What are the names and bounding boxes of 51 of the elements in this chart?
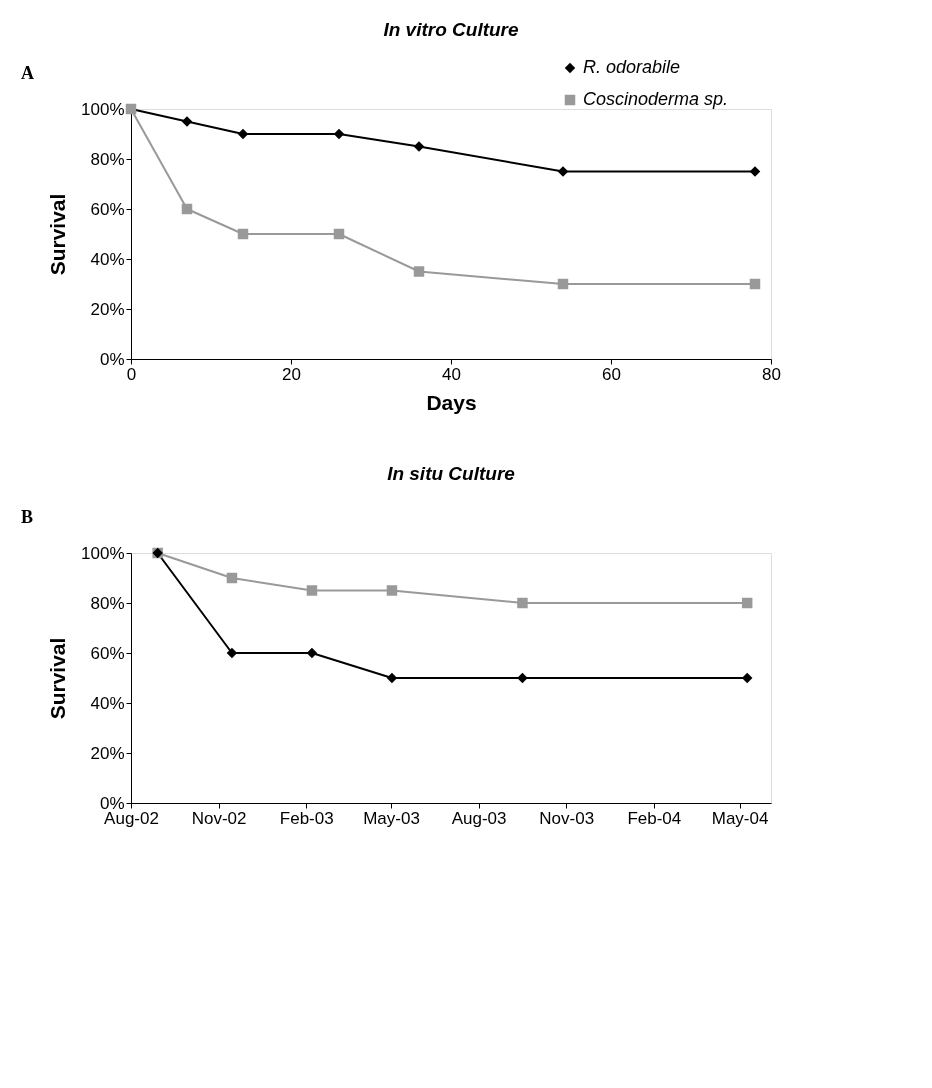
chart-title: In vitro Culture — [383, 19, 519, 40]
point — [237, 228, 249, 240]
x-tick-label: 60 — [602, 364, 621, 384]
x-tick-label: Aug-03 — [451, 808, 507, 828]
point — [517, 672, 528, 684]
y-tick-label: 40% — [90, 249, 125, 269]
y-tick-label: 100% — [81, 543, 125, 563]
point — [386, 585, 398, 596]
point — [517, 597, 528, 609]
x-tick-label: 80 — [762, 364, 781, 384]
point — [306, 585, 318, 596]
x-tick-label: May-04 — [711, 808, 769, 828]
point — [181, 116, 193, 127]
x-tick-label: 0 — [126, 364, 137, 384]
y-tick-label: 60% — [90, 199, 125, 219]
point — [181, 203, 193, 215]
text: B — [21, 507, 34, 527]
point — [226, 572, 238, 584]
chart-title: In situ Culture — [387, 463, 516, 484]
point — [333, 228, 345, 240]
point — [333, 128, 345, 140]
x-tick-label: 20 — [282, 364, 301, 384]
x-tick-label: May-03 — [363, 808, 420, 828]
y-axis-title: Survival — [46, 637, 70, 720]
point — [306, 647, 318, 659]
x-axis-title: Days — [426, 390, 477, 414]
y-tick-label: 80% — [90, 149, 125, 169]
y-axis-title: Survival — [46, 193, 70, 276]
y-tick-label: 100% — [81, 99, 125, 119]
legend-label: Coscinoderma sp. — [583, 89, 729, 109]
legend-label: R. odorabile — [583, 57, 681, 77]
point — [749, 278, 761, 290]
x-tick-label: Nov-02 — [191, 808, 247, 828]
y-tick-label: 0% — [99, 349, 125, 369]
x-tick-label: Nov-03 — [539, 808, 595, 828]
y-tick-label: 80% — [90, 593, 125, 613]
text: A — [21, 63, 34, 83]
y-tick-label: 40% — [90, 693, 125, 713]
y-tick-label: 60% — [90, 643, 125, 663]
point — [237, 128, 249, 140]
point — [413, 266, 425, 277]
point — [749, 166, 761, 177]
x-tick-label: Feb-04 — [627, 808, 682, 828]
point — [557, 278, 569, 290]
y-tick-label: 20% — [90, 743, 125, 763]
x-tick-label: 40 — [442, 364, 461, 384]
point — [741, 597, 753, 609]
point — [557, 166, 569, 177]
x-tick-label: Feb-03 — [279, 808, 334, 828]
y-tick-label: 20% — [90, 299, 125, 319]
point — [413, 141, 425, 152]
